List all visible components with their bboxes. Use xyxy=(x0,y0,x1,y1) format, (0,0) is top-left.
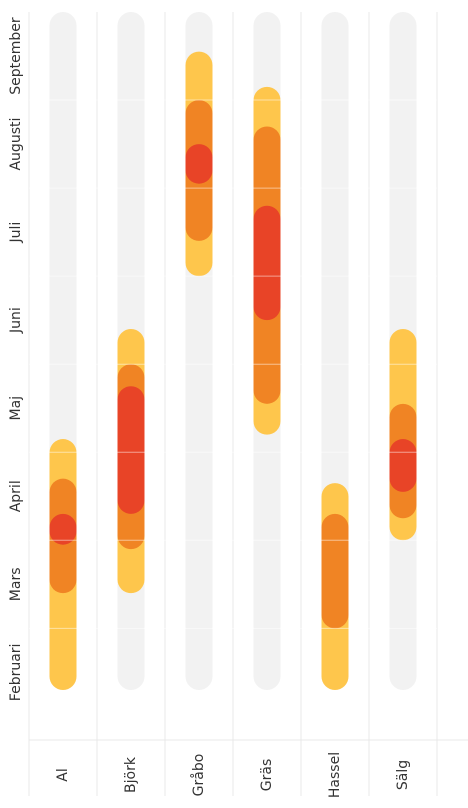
month-label: Juni xyxy=(8,307,24,334)
month-label: Februari xyxy=(8,644,24,702)
range-bar xyxy=(117,386,145,514)
plant-label: Sälg xyxy=(395,760,411,790)
month-label: Maj xyxy=(8,396,24,421)
plant-label: Björk xyxy=(123,756,139,793)
month-label: April xyxy=(8,480,24,512)
plant-label: Hassel xyxy=(327,752,343,798)
plant-label: Gråbo xyxy=(190,754,207,797)
month-label: September xyxy=(8,17,24,95)
month-label: Juli xyxy=(8,222,24,244)
range-bar xyxy=(321,513,349,629)
range-bar xyxy=(389,439,417,492)
month-label: Mars xyxy=(8,567,24,601)
plant-label: Al xyxy=(55,768,71,781)
range-bar xyxy=(49,513,77,545)
range-bar xyxy=(253,205,281,321)
plant-label: Gräs xyxy=(259,759,275,791)
month-label: Augusti xyxy=(8,118,24,171)
range-bar xyxy=(185,144,213,184)
